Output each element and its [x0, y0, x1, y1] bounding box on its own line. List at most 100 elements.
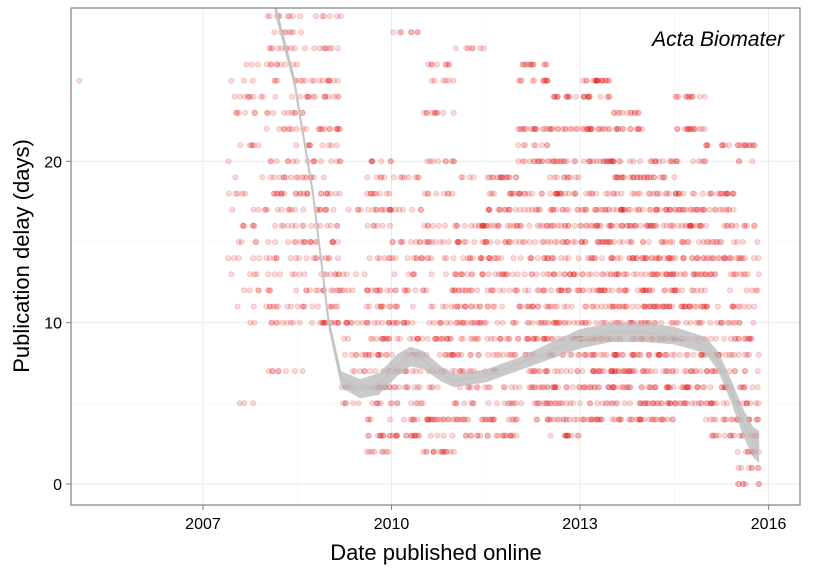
data-point — [749, 384, 756, 391]
data-point — [578, 222, 585, 229]
data-point — [513, 287, 520, 294]
data-point — [257, 93, 264, 100]
data-point — [449, 287, 456, 294]
data-point — [383, 448, 390, 455]
data-point — [452, 271, 459, 278]
data-point — [713, 238, 720, 245]
data-point — [240, 222, 247, 229]
data-point — [591, 206, 598, 213]
data-point — [468, 287, 475, 294]
data-point — [293, 142, 300, 149]
data-point — [330, 93, 337, 100]
data-point — [424, 255, 431, 262]
data-point — [355, 400, 362, 407]
data-point — [326, 77, 333, 84]
data-point — [526, 238, 533, 245]
data-point — [250, 303, 257, 310]
x-tick-label: 2013 — [562, 516, 598, 533]
data-point — [517, 77, 524, 84]
data-point — [669, 416, 676, 423]
data-point — [600, 271, 607, 278]
data-point — [241, 400, 248, 407]
data-point — [376, 351, 383, 358]
data-point — [631, 109, 638, 116]
data-point — [508, 400, 515, 407]
data-point — [522, 142, 529, 149]
data-point — [616, 416, 623, 423]
data-point — [509, 271, 516, 278]
data-point — [529, 126, 536, 133]
data-point — [264, 109, 271, 116]
data-point — [505, 416, 512, 423]
data-point — [569, 126, 576, 133]
data-point — [262, 206, 269, 213]
data-point — [538, 384, 545, 391]
data-point — [515, 222, 522, 229]
data-point — [238, 238, 245, 245]
data-point — [289, 13, 296, 20]
data-point — [511, 190, 518, 197]
data-point — [408, 238, 415, 245]
data-point — [334, 77, 341, 84]
data-point — [266, 287, 273, 294]
data-point — [563, 206, 570, 213]
data-point — [378, 174, 385, 181]
data-point — [486, 255, 493, 262]
data-point — [332, 271, 339, 278]
data-point — [255, 61, 262, 68]
data-point — [323, 255, 330, 262]
data-point — [272, 93, 279, 100]
data-point — [602, 400, 609, 407]
data-point — [755, 416, 762, 423]
data-point — [460, 238, 467, 245]
data-point — [264, 287, 271, 294]
data-point — [509, 319, 516, 326]
data-point — [551, 271, 558, 278]
data-point — [755, 351, 762, 358]
data-point — [421, 222, 428, 229]
data-point — [349, 368, 356, 375]
data-point — [294, 303, 301, 310]
data-point — [480, 222, 487, 229]
data-point — [449, 351, 456, 358]
data-point — [400, 319, 407, 326]
data-point — [482, 238, 489, 245]
data-point — [582, 238, 589, 245]
data-point — [534, 158, 541, 165]
data-point — [581, 384, 588, 391]
data-point — [480, 222, 487, 229]
data-point — [317, 319, 324, 326]
data-point — [454, 303, 461, 310]
data-point — [292, 109, 299, 116]
data-point — [408, 29, 415, 36]
data-point — [618, 206, 625, 213]
data-point — [428, 61, 435, 68]
data-point — [276, 126, 283, 133]
data-point — [333, 158, 340, 165]
data-point — [467, 384, 474, 391]
data-point — [530, 61, 537, 68]
data-point — [553, 206, 560, 213]
data-point — [444, 190, 451, 197]
data-point — [322, 93, 329, 100]
data-point — [531, 126, 538, 133]
data-point — [456, 319, 463, 326]
data-point — [627, 126, 634, 133]
data-point — [482, 319, 489, 326]
panel-background — [71, 8, 800, 505]
data-point — [385, 255, 392, 262]
data-point — [579, 368, 586, 375]
data-point — [250, 206, 257, 213]
data-point — [629, 255, 636, 262]
data-point — [493, 400, 500, 407]
data-point — [461, 400, 468, 407]
data-point — [468, 303, 475, 310]
data-point — [599, 255, 606, 262]
data-point — [319, 142, 326, 149]
data-point — [404, 384, 411, 391]
data-point — [515, 335, 522, 342]
data-point — [577, 400, 584, 407]
data-point — [743, 287, 750, 294]
data-point — [280, 174, 287, 181]
data-point — [400, 416, 407, 423]
